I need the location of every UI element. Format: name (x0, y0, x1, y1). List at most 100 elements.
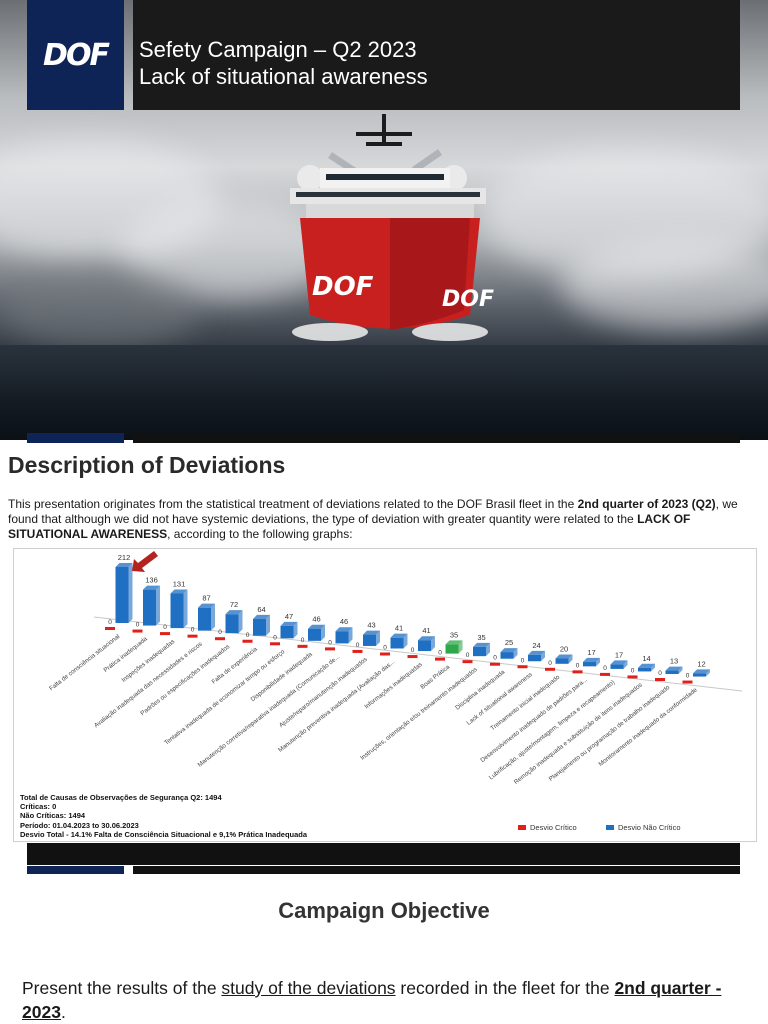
bar-non-critical-1 (143, 589, 156, 626)
bar-critical-16 (545, 667, 555, 671)
bar-side-10 (403, 633, 408, 649)
bar-top-7 (308, 624, 325, 629)
bar-top-17 (583, 657, 600, 662)
bar-non-critical-11 (418, 640, 431, 652)
intro-text-2: , we found that although we did not have… (8, 497, 738, 526)
bar-side-0 (128, 563, 133, 623)
bar-non-critical-3 (198, 607, 211, 631)
bar-critical-9 (352, 649, 363, 653)
objective-text-3: . (60, 1002, 66, 1022)
intro-text-3: , according to the following graphs: (167, 527, 353, 541)
bar-top-21 (693, 669, 710, 674)
label-critical-11: 0 (411, 647, 415, 654)
bar-side-1 (156, 585, 160, 626)
label-non-critical-13: 35 (477, 633, 485, 642)
tick-label-11: Informações inadequadas (363, 661, 423, 710)
label-non-critical-4: 72 (230, 600, 238, 609)
label-critical-18: 0 (603, 665, 607, 672)
label-critical-15: 0 (521, 657, 525, 664)
label-non-critical-9: 43 (367, 621, 375, 630)
label-non-critical-20: 13 (670, 657, 678, 666)
label-non-critical-15: 24 (532, 641, 540, 650)
tick-label-17: Desenvolvimento inadequado de padrões pa… (479, 676, 589, 764)
objective-underline-1: study of the deviations (221, 978, 396, 998)
bar-non-critical-9 (363, 634, 376, 646)
bar-side-21 (706, 669, 710, 677)
label-non-critical-17: 17 (587, 648, 595, 657)
label-non-critical-5: 64 (257, 605, 265, 614)
bar-top-12 (445, 640, 463, 645)
bar-critical-6 (270, 642, 280, 646)
label-critical-9: 0 (356, 642, 360, 649)
section-heading-objective: Campaign Objective (278, 898, 490, 923)
label-critical-4: 0 (218, 629, 222, 636)
divider-dark (133, 433, 740, 443)
label-critical-10: 0 (383, 645, 387, 652)
bar-top-14 (500, 648, 518, 653)
highlight-arrow (132, 551, 158, 572)
label-non-critical-14: 25 (505, 638, 513, 647)
label-non-critical-10: 41 (395, 624, 403, 633)
bar-top-18 (610, 660, 628, 665)
chart-stats: Total de Causas de Observações de Segura… (20, 793, 307, 839)
section-divider-bar (27, 843, 740, 865)
label-critical-20: 0 (658, 670, 662, 677)
bar-top-1 (143, 585, 160, 590)
tick-label-8: Manutenção corretiva/reparativa inadequa… (197, 653, 342, 768)
bar-top-13 (473, 642, 490, 647)
bar-side-11 (431, 636, 435, 652)
bar-non-critical-0 (115, 567, 129, 623)
label-critical-19: 0 (631, 667, 635, 674)
bar-critical-17 (572, 670, 583, 674)
label-critical-21: 0 (686, 673, 690, 680)
label-critical-17: 0 (576, 662, 580, 669)
legend-critical: Desvio Crítico (518, 823, 577, 832)
bar-critical-13 (462, 660, 473, 664)
bar-non-critical-21 (693, 673, 706, 677)
label-critical-16: 0 (548, 660, 552, 667)
bar-critical-21 (682, 680, 693, 684)
bar-non-critical-18 (610, 664, 624, 669)
bar-critical-11 (407, 655, 418, 659)
ship-bow-logo: DOF (442, 287, 494, 312)
label-critical-3: 0 (191, 627, 195, 634)
bar-top-19 (638, 663, 655, 668)
label-non-critical-18: 17 (615, 650, 623, 659)
intro-paragraph: This presentation originates from the st… (8, 497, 760, 542)
bar-critical-10 (380, 652, 390, 656)
tick-label-13: Instruções, orientação e/ou treinamento … (359, 666, 479, 762)
bar-side-7 (321, 624, 325, 641)
label-non-critical-2: 131 (173, 579, 186, 588)
stat-total-deviation: Desvio Total - 14.1% Falta de Consciênci… (20, 829, 308, 839)
bar-top-9 (363, 630, 380, 635)
label-critical-12: 0 (438, 650, 442, 657)
bar-non-critical-20 (665, 670, 679, 674)
dof-logo: DOF (27, 0, 124, 110)
legend-critical-label: Desvio Crítico (530, 823, 577, 832)
bar-critical-15 (517, 665, 528, 669)
bar-non-critical-8 (335, 631, 349, 644)
bar-side-5 (266, 614, 270, 636)
bar-top-5 (253, 614, 270, 619)
ship-illustration: DOF DOF (290, 114, 494, 341)
page-title: Sefety Campaign – Q2 2023 (139, 37, 417, 62)
sea (0, 345, 768, 440)
stat-total: Total de Causas de Observações de Segura… (20, 793, 222, 802)
label-non-critical-1: 136 (145, 576, 158, 585)
title-bar: Sefety Campaign – Q2 2023 Lack of situat… (133, 0, 740, 110)
bar-top-16 (555, 654, 573, 659)
label-critical-7: 0 (301, 637, 305, 644)
bar-top-8 (335, 627, 353, 632)
bar-top-10 (390, 633, 408, 638)
label-non-critical-16: 20 (560, 645, 568, 654)
label-non-critical-12: 35 (450, 630, 458, 639)
label-non-critical-7: 46 (312, 615, 320, 624)
bar-side-19 (651, 663, 655, 672)
bar-critical-19 (627, 675, 638, 679)
bar-side-18 (623, 660, 628, 669)
bar-non-critical-12 (445, 644, 459, 654)
bar-critical-18 (600, 672, 610, 676)
bar-critical-3 (187, 634, 198, 638)
intro-bold-2: LACK OF SITUATIONAL AWARENESS (8, 512, 691, 541)
bar-non-critical-5 (253, 618, 266, 636)
